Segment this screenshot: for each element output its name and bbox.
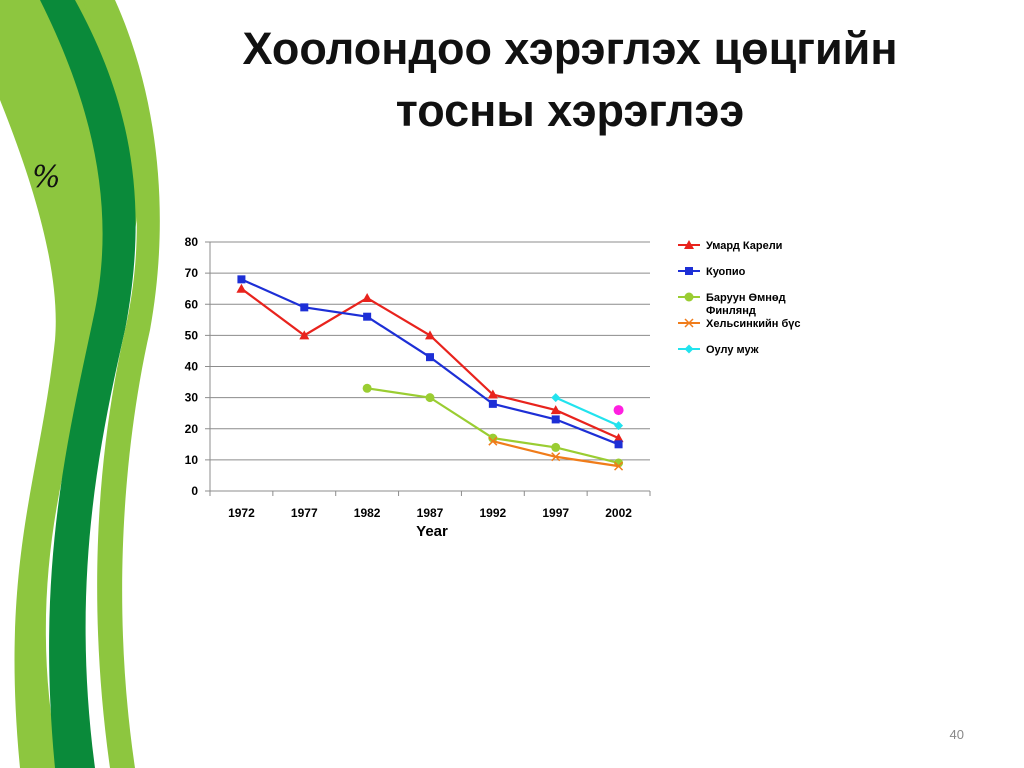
light-green-swoosh-inner — [82, 0, 160, 768]
series-3-point — [425, 393, 435, 403]
x-tick-label: 1992 — [480, 506, 507, 520]
series-2-point — [426, 353, 434, 362]
y-tick-label: 40 — [185, 360, 199, 374]
y-tick-label: 30 — [185, 391, 199, 405]
chart-legend: Умард Карели Куопио Баруун Өмнөд ФинляндХел… — [678, 240, 801, 356]
series-1-line — [240, 287, 620, 440]
page-number: 40 — [949, 727, 964, 742]
x-tick-label: 1982 — [354, 506, 381, 520]
series-1-point — [236, 283, 247, 293]
line-chart: 0 10 20 30 40 50 60 70 80 1972 1977 1982 1987 1992 199… — [185, 235, 801, 540]
series-1-point — [550, 405, 561, 415]
slide-title: Хоолондоо хэрэглэх цөцгийн тосны хэрэглэ… — [160, 18, 980, 142]
x-axis-label: Year — [416, 523, 448, 540]
chart-series — [236, 275, 624, 471]
series-1-point — [613, 433, 624, 443]
legend-label-2: Куопио — [706, 266, 746, 278]
series-1-point — [299, 330, 310, 340]
series-4-point-stroke — [614, 461, 624, 471]
legend-label-1: Умард Карели — [706, 240, 782, 252]
y-tick-label: 60 — [185, 297, 199, 311]
unit-label: % — [32, 160, 61, 195]
y-tick-label: 20 — [185, 422, 199, 436]
series-4-point-stroke — [551, 452, 561, 462]
series-4-point — [551, 452, 561, 462]
series-1-point — [362, 293, 373, 303]
series-3-point — [551, 442, 561, 452]
chart-axes: 0 10 20 30 40 50 60 70 80 1972 1977 1982 1987 1992 199… — [185, 235, 651, 520]
legend-label-5: Оулу муж — [706, 344, 759, 356]
slide-title-line-1: Хоолондоо хэрэглэх цөцгийн — [242, 23, 898, 74]
series-4-point — [488, 436, 498, 446]
legend-marker-3 — [684, 292, 694, 302]
series-3-point — [362, 383, 372, 393]
x-tick-label: 1972 — [228, 506, 255, 520]
series-2-point — [300, 303, 309, 312]
series-2-point — [237, 275, 246, 284]
legend-label-4: Хельсинкийн бүс — [706, 318, 801, 330]
y-tick-label: 50 — [185, 328, 199, 342]
x-tick-label: 1987 — [417, 506, 444, 520]
x-tick-label: 1977 — [291, 506, 318, 520]
legend-marker-2 — [685, 267, 693, 275]
legend-label-3: Баруун Өмнөд Финлянд — [706, 292, 786, 317]
legend-marker-4 — [684, 318, 694, 328]
series-4-point-stroke — [488, 436, 498, 446]
legend-marker-5 — [684, 344, 694, 354]
y-tick-label: 10 — [185, 453, 199, 467]
dark-green-swoosh — [40, 0, 136, 768]
series-1-point — [487, 389, 498, 399]
series-2-point — [488, 399, 497, 408]
series-2-point — [614, 440, 623, 449]
series-4-point — [614, 461, 624, 471]
series-1-point — [425, 330, 435, 340]
y-tick-label: 80 — [185, 235, 199, 249]
series-5-point — [614, 421, 624, 431]
series-3-point — [488, 433, 498, 443]
y-tick-label: 70 — [185, 266, 199, 280]
y-tick-label: 0 — [191, 484, 198, 498]
legend-marker-1 — [684, 240, 694, 249]
series-5-point — [551, 393, 561, 403]
series-2-point — [551, 415, 560, 424]
series-3-line — [366, 387, 619, 465]
series-2-point — [363, 312, 372, 321]
x-tick-label: 1997 — [542, 506, 569, 520]
x-tick-label: 2002 — [605, 506, 632, 520]
slide-title-line-2: тосны хэрэглээ — [395, 85, 745, 136]
legend-marker-4-stroke — [684, 318, 694, 328]
series-5-line — [555, 396, 620, 427]
annotation-point-1 — [613, 405, 624, 416]
